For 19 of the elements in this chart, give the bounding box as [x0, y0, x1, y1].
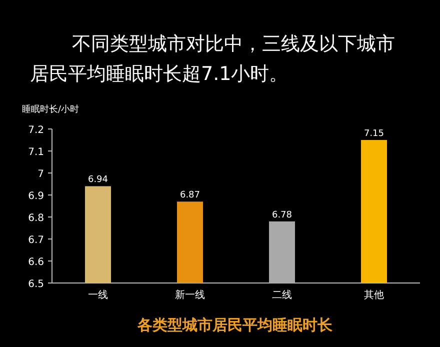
x-tick-label: 二线	[272, 289, 292, 301]
y-tick-label: 7.2	[28, 125, 44, 136]
y-tick-label: 7.1	[28, 147, 44, 158]
y-tick-label: 6.6	[28, 257, 44, 268]
y-tick-label: 6.9	[28, 191, 44, 202]
text: 各类型城市居民平均睡眠时长	[136, 316, 334, 334]
x-tick-label: 其他	[364, 289, 384, 301]
data-label: 6.87	[180, 190, 200, 201]
chart-title: 不同类型城市对比中，三线及以下城市居民平均睡眠时长超7.1小时。	[30, 33, 395, 85]
y-tick-label: 6.7	[28, 235, 44, 246]
y-tick-label: 6.8	[28, 213, 44, 224]
data-label: 6.94	[88, 175, 108, 186]
data-label: 7.15	[364, 129, 384, 139]
y-axis-title: 睡眠时长/小时	[22, 104, 80, 115]
x-tick-label: 新一线	[175, 289, 205, 301]
y-tick-label: 6.5	[28, 279, 44, 290]
data-label: 6.78	[272, 210, 292, 220]
y-tick-label: 7	[38, 169, 44, 180]
x-tick-label: 一线	[88, 289, 108, 301]
